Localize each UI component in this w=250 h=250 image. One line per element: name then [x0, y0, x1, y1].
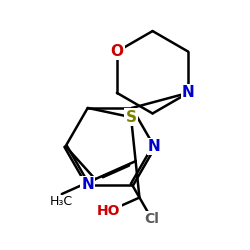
Text: Cl: Cl	[144, 212, 159, 226]
Text: O: O	[110, 44, 124, 59]
Text: N: N	[182, 85, 195, 100]
Text: H₃C: H₃C	[50, 195, 73, 208]
Text: HO: HO	[97, 204, 120, 218]
Text: N: N	[148, 139, 160, 154]
Text: S: S	[126, 110, 136, 125]
Text: N: N	[81, 177, 94, 192]
